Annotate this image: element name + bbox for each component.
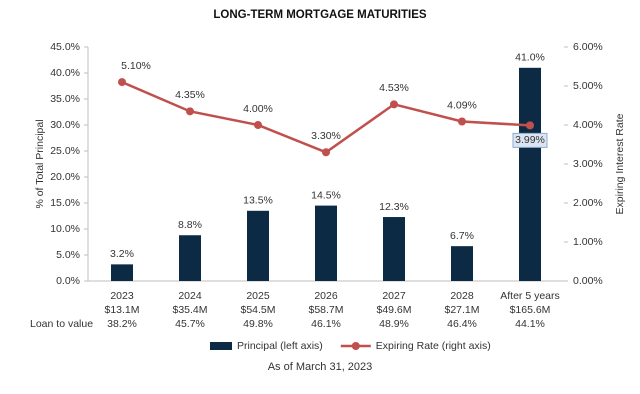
line-value-label: 3.30% xyxy=(311,130,341,142)
y-tick-label: 10.0% xyxy=(50,223,80,235)
line-value-label: 4.35% xyxy=(175,89,205,101)
y-tick-label: 5.0% xyxy=(56,249,80,261)
x-tick-label: 2024 xyxy=(178,290,202,302)
row-label: Loan to value xyxy=(30,318,93,330)
loan-to-value: 46.4% xyxy=(447,318,477,330)
bar xyxy=(451,246,473,281)
line-marker xyxy=(186,107,194,116)
bar-value-label: 8.8% xyxy=(178,219,202,231)
y2-tick-label: 2.00% xyxy=(573,197,603,209)
footnote: As of March 31, 2023 xyxy=(268,361,373,373)
y2-tick-label: 0.00% xyxy=(573,275,603,287)
line-value-label: 4.09% xyxy=(447,99,477,111)
line-marker xyxy=(458,117,466,126)
bar xyxy=(111,264,133,281)
bar xyxy=(315,205,337,281)
line-marker xyxy=(254,121,262,129)
line-value-label: 4.00% xyxy=(243,103,273,115)
line-marker xyxy=(390,100,398,109)
legend-label: Expiring Rate (right axis) xyxy=(376,340,491,352)
bar xyxy=(383,217,405,281)
y2-axis-title: Expiring Interest Rate xyxy=(614,113,626,214)
x-tick-label: 2028 xyxy=(450,290,474,302)
y2-tick-label: 4.00% xyxy=(573,119,603,131)
line-marker xyxy=(526,121,534,130)
y2-tick-label: 3.00% xyxy=(573,158,603,170)
y2-tick-label: 1.00% xyxy=(573,236,603,248)
loan-to-value: 46.1% xyxy=(311,318,341,330)
bar xyxy=(519,67,541,281)
y-tick-label: 0.0% xyxy=(56,275,80,287)
principal-amount: $58.7M xyxy=(308,304,343,316)
x-tick-label: 2023 xyxy=(110,290,134,302)
y-tick-label: 40.0% xyxy=(50,67,80,79)
principal-amount: $35.4M xyxy=(172,304,207,316)
bar xyxy=(247,210,269,281)
bar-value-label: 14.5% xyxy=(311,189,341,201)
loan-to-value: 45.7% xyxy=(175,318,205,330)
y-tick-label: 45.0% xyxy=(50,41,80,53)
principal-amount: $13.1M xyxy=(104,304,139,316)
y-tick-label: 35.0% xyxy=(50,93,80,105)
line-value-label: 3.99% xyxy=(515,134,545,146)
y-tick-label: 20.0% xyxy=(50,171,80,183)
loan-to-value: 44.1% xyxy=(515,318,545,330)
legend-swatch xyxy=(210,342,232,350)
x-tick-label: 2026 xyxy=(314,290,338,302)
bar-value-label: 13.5% xyxy=(243,195,273,207)
principal-amount: $54.5M xyxy=(240,304,275,316)
principal-amount: $27.1M xyxy=(444,304,479,316)
legend-label: Principal (left axis) xyxy=(237,340,323,352)
principal-amount: $165.6M xyxy=(510,304,551,316)
chart-title: LONG-TERM MORTGAGE MATURITIES xyxy=(213,9,426,21)
loan-to-value: 49.8% xyxy=(243,318,273,330)
bar-value-label: 6.7% xyxy=(450,230,474,242)
x-tick-label: 2025 xyxy=(246,290,270,302)
y-tick-label: 25.0% xyxy=(50,145,80,157)
loan-to-value: 48.9% xyxy=(379,318,409,330)
y2-tick-label: 6.00% xyxy=(573,41,603,53)
bar xyxy=(179,235,201,281)
loan-to-value: 38.2% xyxy=(107,318,137,330)
x-tick-label: 2027 xyxy=(382,290,406,302)
bar-value-label: 3.2% xyxy=(110,248,134,260)
y2-tick-label: 5.00% xyxy=(573,80,603,92)
line-marker xyxy=(322,148,330,157)
bar-value-label: 12.3% xyxy=(379,201,409,213)
line-value-label: 4.53% xyxy=(379,82,409,94)
principal-amount: $49.6M xyxy=(376,304,411,316)
y-tick-label: 30.0% xyxy=(50,119,80,131)
label-box xyxy=(512,132,548,148)
bar-value-label: 41.0% xyxy=(515,52,545,64)
line-marker xyxy=(118,78,126,87)
line-value-label: 5.10% xyxy=(121,60,151,72)
y-tick-label: 15.0% xyxy=(50,197,80,209)
y-axis-title: % of Total Principal xyxy=(34,119,46,208)
x-tick-label: After 5 years xyxy=(500,290,560,302)
legend-swatch-marker xyxy=(351,342,360,350)
